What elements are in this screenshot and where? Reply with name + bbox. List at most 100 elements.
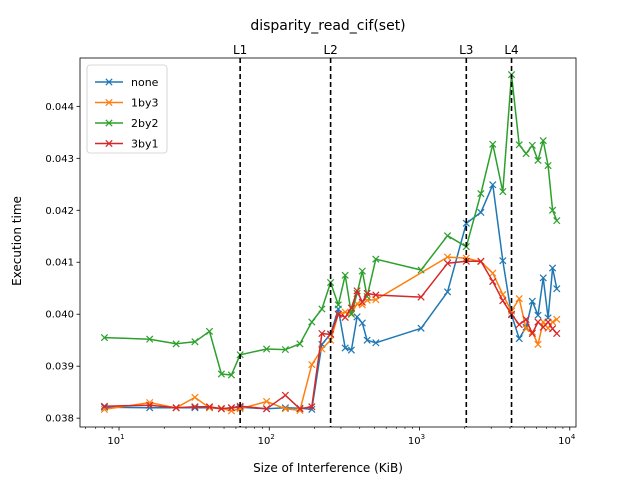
- data-point-1by3: [205, 404, 214, 412]
- vline-label-l1: L1: [233, 43, 247, 57]
- axes-frame: [79, 57, 577, 428]
- y-tick-label: 0.042: [45, 206, 74, 217]
- legend-box: [86, 64, 168, 154]
- data-point-2by2: [499, 187, 507, 196]
- data-point-none: [347, 346, 356, 354]
- data-point-none: [341, 344, 349, 352]
- data-point-none: [477, 208, 485, 216]
- data-point-3by1: [363, 289, 371, 298]
- data-point-none: [528, 297, 536, 305]
- data-point-2by2: [417, 266, 425, 274]
- data-point-2by2: [548, 206, 557, 214]
- data-point-3by1: [443, 259, 452, 267]
- data-point-3by1: [217, 405, 225, 413]
- data-point-2by2: [191, 338, 199, 346]
- y-tick-label: 0.039: [45, 362, 74, 373]
- data-point-none: [358, 319, 366, 327]
- data-point-2by2: [358, 267, 366, 275]
- data-point-3by1: [358, 298, 366, 306]
- data-point-3by1: [372, 291, 380, 299]
- vline-label-l3: L3: [459, 43, 473, 57]
- data-point-1by3: [443, 253, 452, 261]
- y-axis-label: Execution time: [10, 196, 24, 286]
- data-point-3by1: [191, 403, 199, 411]
- data-point-3by1: [477, 257, 485, 265]
- y-tick-label: 0.043: [45, 154, 74, 165]
- chart-title: disparity_read_cif(set): [250, 18, 405, 34]
- data-point-2by2: [477, 190, 485, 198]
- data-point-none: [499, 257, 507, 265]
- data-point-3by1: [528, 329, 536, 338]
- data-point-none: [548, 264, 557, 272]
- data-point-3by1: [146, 401, 154, 409]
- data-point-3by1: [205, 403, 214, 411]
- data-point-1by3: [507, 307, 516, 315]
- data-point-3by1: [553, 329, 561, 338]
- legend-marker-none: [105, 78, 113, 86]
- data-point-none: [462, 219, 470, 227]
- data-point-2by2: [334, 301, 342, 309]
- data-point-2by2: [553, 217, 561, 225]
- data-point-3by1: [318, 329, 326, 338]
- y-tick-label: 0.038: [45, 414, 74, 425]
- data-point-3by1: [262, 405, 271, 413]
- data-point-1by3: [522, 325, 530, 333]
- data-point-1by3: [515, 295, 523, 303]
- data-point-1by3: [534, 340, 542, 348]
- data-point-3by1: [308, 403, 316, 411]
- data-point-3by1: [341, 313, 349, 321]
- data-point-none: [515, 335, 523, 343]
- data-point-2by2: [522, 150, 530, 158]
- legend-marker-2by2: [105, 119, 113, 127]
- data-point-none: [553, 285, 561, 293]
- data-point-1by3: [489, 269, 497, 277]
- data-point-1by3: [308, 361, 316, 369]
- data-point-2by2: [341, 271, 349, 279]
- data-point-3by1: [489, 277, 497, 286]
- data-point-2by2: [205, 327, 214, 335]
- data-point-1by3: [281, 405, 290, 413]
- data-point-3by1: [544, 318, 552, 326]
- data-point-none: [539, 274, 547, 282]
- data-point-none: [363, 336, 371, 344]
- x-axis-label: Size of Interference (KiB): [253, 461, 403, 475]
- data-point-3by1: [347, 304, 356, 312]
- y-tick-label: 0.044: [45, 102, 74, 113]
- legend-marker-1by3: [105, 98, 113, 107]
- plot-area: 101 102 103 1040.0380.0390.0400.0410.0420.0…: [45, 43, 577, 447]
- series-line-3by1: [104, 260, 558, 410]
- vline-label-l4: L4: [504, 43, 518, 57]
- data-point-1by3: [100, 405, 109, 413]
- data-point-1by3: [553, 315, 561, 324]
- vline-label-l2: L2: [323, 43, 337, 57]
- data-point-2by2: [227, 371, 236, 379]
- data-point-none: [417, 324, 425, 332]
- legend-marker-3by1: [105, 139, 113, 148]
- data-point-2by2: [308, 318, 316, 326]
- data-point-2by2: [217, 370, 225, 378]
- data-point-2by2: [443, 232, 452, 240]
- data-point-2by2: [172, 340, 180, 348]
- data-point-3by1: [334, 310, 342, 318]
- data-point-2by2: [296, 340, 304, 348]
- data-point-2by2: [281, 345, 290, 354]
- data-point-3by1: [172, 404, 180, 412]
- y-tick-label: 0.041: [45, 258, 74, 269]
- data-point-2by2: [528, 141, 536, 149]
- data-point-3by1: [281, 391, 290, 399]
- data-point-none: [534, 311, 542, 319]
- data-point-3by1: [353, 287, 361, 295]
- data-point-none: [372, 339, 380, 347]
- legend-label-3by1: 3by1: [131, 138, 159, 151]
- data-point-3by1: [499, 297, 507, 305]
- data-point-none: [353, 313, 361, 321]
- data-point-2by2: [539, 137, 547, 145]
- data-point-none: [489, 181, 497, 189]
- data-point-none: [191, 404, 199, 412]
- data-point-3by1: [515, 320, 523, 329]
- data-point-2by2: [100, 333, 109, 342]
- data-point-2by2: [489, 140, 497, 148]
- data-point-3by1: [417, 293, 425, 301]
- legend-label-1by3: 1by3: [131, 97, 159, 110]
- data-point-none: [443, 288, 452, 296]
